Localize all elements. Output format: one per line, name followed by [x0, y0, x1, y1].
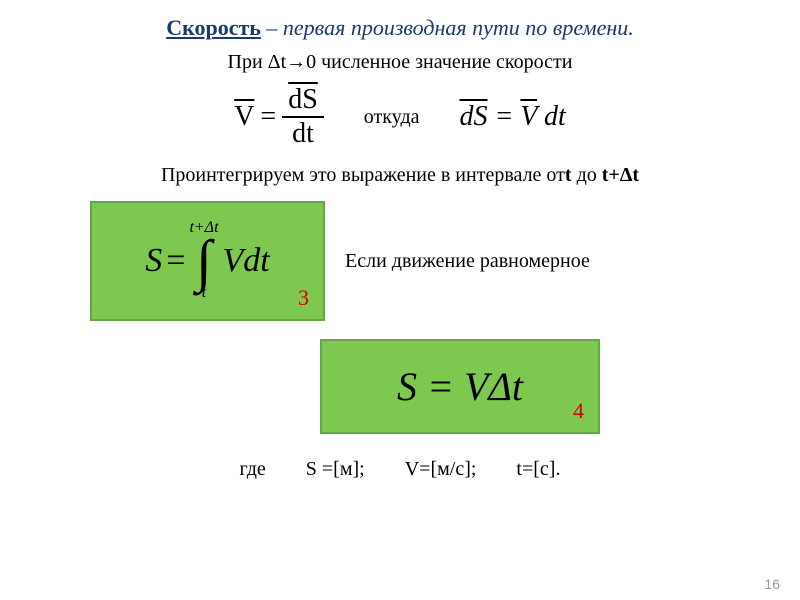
subtitle: При Δt→0 численное значение скорости [40, 51, 760, 74]
box2-label: 4 [573, 398, 584, 424]
box1-label: 3 [298, 285, 309, 311]
f1-den: dt [286, 118, 320, 148]
side-text: Если движение равномерное [345, 250, 590, 273]
int-t1: t [565, 164, 572, 186]
integral-sign-icon: ∫ [196, 235, 212, 287]
subtitle-mid: Δt→0 [268, 51, 316, 73]
formula-v-ds-dt: V = dS dt [234, 86, 324, 148]
formula-box-integral: S = t+Δt ∫ t Vdt 3 [90, 201, 325, 321]
int-prefix: Проинтегрируем это выражение в интервале… [161, 164, 565, 186]
f1-num: dS [282, 86, 324, 118]
formula-row-1: V = dS dt откуда dS = V dt [40, 86, 760, 148]
row-box1: S = t+Δt ∫ t Vdt 3 Если движение равноме… [40, 201, 760, 321]
int-S: S [145, 242, 162, 280]
units-t: t=[c]. [516, 458, 560, 481]
title-line: Скорость – первая производная пути по вр… [40, 15, 760, 41]
int-t2: t+Δt [602, 164, 639, 186]
page-number: 16 [764, 576, 780, 592]
row-box2: S = VΔt 4 [40, 339, 760, 434]
formula-ds-vdt: dS = V dt [460, 101, 566, 133]
title-rest: – первая производная пути по времени. [261, 15, 634, 40]
mid-word: откуда [364, 106, 420, 129]
integrate-text: Проинтегрируем это выражение в интервале… [40, 164, 760, 187]
formula-box-svdt: S = VΔt 4 [320, 339, 600, 434]
integral-symbol: t+Δt ∫ t [189, 222, 218, 300]
units-v: V=[м/с]; [405, 458, 477, 481]
int-eq: = [166, 242, 185, 280]
f1-lhs: V [234, 101, 254, 133]
f2-v: V [520, 101, 537, 132]
f2-dt: dt [537, 101, 566, 132]
units-where: где [240, 458, 266, 481]
integral-formula: S = t+Δt ∫ t Vdt [145, 222, 269, 300]
title-word: Скорость [166, 15, 261, 40]
int-lower: t [202, 287, 206, 300]
box2-formula: S = VΔt [397, 363, 523, 410]
subtitle-prefix: При [228, 51, 268, 73]
subtitle-suffix: численное значение скорости [316, 51, 572, 73]
int-integrand: Vdt [223, 242, 270, 280]
f2-eq: = [488, 101, 521, 132]
fraction: dS dt [282, 86, 324, 148]
int-mid: до [572, 164, 602, 186]
units-line: где S =[м]; V=[м/с]; t=[c]. [40, 458, 760, 481]
eq-sign: = [260, 101, 276, 133]
f2-lhs: dS [460, 101, 488, 132]
units-s: S =[м]; [306, 458, 365, 481]
